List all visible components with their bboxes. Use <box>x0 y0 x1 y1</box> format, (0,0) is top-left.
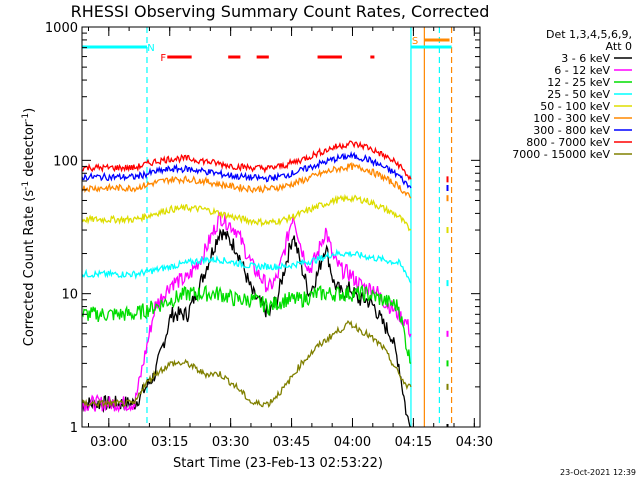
series-line <box>82 319 412 409</box>
series-line <box>82 211 412 413</box>
y-tick-label: 10 <box>61 288 78 303</box>
footer-date: 23-Oct-2021 12:39 <box>560 468 636 477</box>
x-tick-label: 03:00 <box>90 435 127 450</box>
series-line <box>82 228 412 427</box>
series-line <box>82 284 412 364</box>
x-tick-label: 03:45 <box>273 435 310 450</box>
x-tick-label: 04:00 <box>334 435 371 450</box>
legend-entry-label: 300 - 800 keV <box>533 124 610 137</box>
x-tick-label: 03:15 <box>151 435 188 450</box>
y-tick-label: 1 <box>70 421 78 436</box>
flag-label: N <box>147 43 154 54</box>
y-tick-label: 1000 <box>45 21 78 36</box>
series-line <box>82 162 412 199</box>
series-line <box>82 140 412 181</box>
series-line <box>82 248 412 284</box>
legend-entry-label: 3 - 6 keV <box>561 52 610 65</box>
series-line <box>82 193 412 232</box>
legend-entry-label: 7000 - 15000 keV <box>512 148 610 161</box>
flag-label: S <box>412 36 418 47</box>
y-tick-label: 100 <box>53 154 78 169</box>
x-tick-label: 04:15 <box>395 435 432 450</box>
legend-entry-label: 800 - 7000 keV <box>526 136 610 149</box>
legend-entry-label: 6 - 12 keV <box>554 64 610 77</box>
plot-frame <box>81 26 481 428</box>
chart-title: RHESSI Observing Summary Count Rates, Co… <box>71 2 490 21</box>
x-axis-label: Start Time (23-Feb-13 02:53:22) <box>173 456 383 471</box>
series-line <box>82 150 412 189</box>
flag-label: F <box>160 53 166 64</box>
x-tick-label: 03:30 <box>212 435 249 450</box>
legend-title: Det 1,3,4,5,6,9, <box>546 28 632 41</box>
legend-title: Att 0 <box>606 40 632 53</box>
legend-entry-label: 100 - 300 keV <box>533 112 610 125</box>
legend-entry-label: 50 - 100 keV <box>540 100 610 113</box>
legend-entry-label: 12 - 25 keV <box>547 76 610 89</box>
legend-entry-label: 25 - 50 keV <box>547 88 610 101</box>
x-tick-label: 04:30 <box>456 435 493 450</box>
y-axis-label: Corrected Count Rate (s-1 detector-1) <box>21 108 37 346</box>
